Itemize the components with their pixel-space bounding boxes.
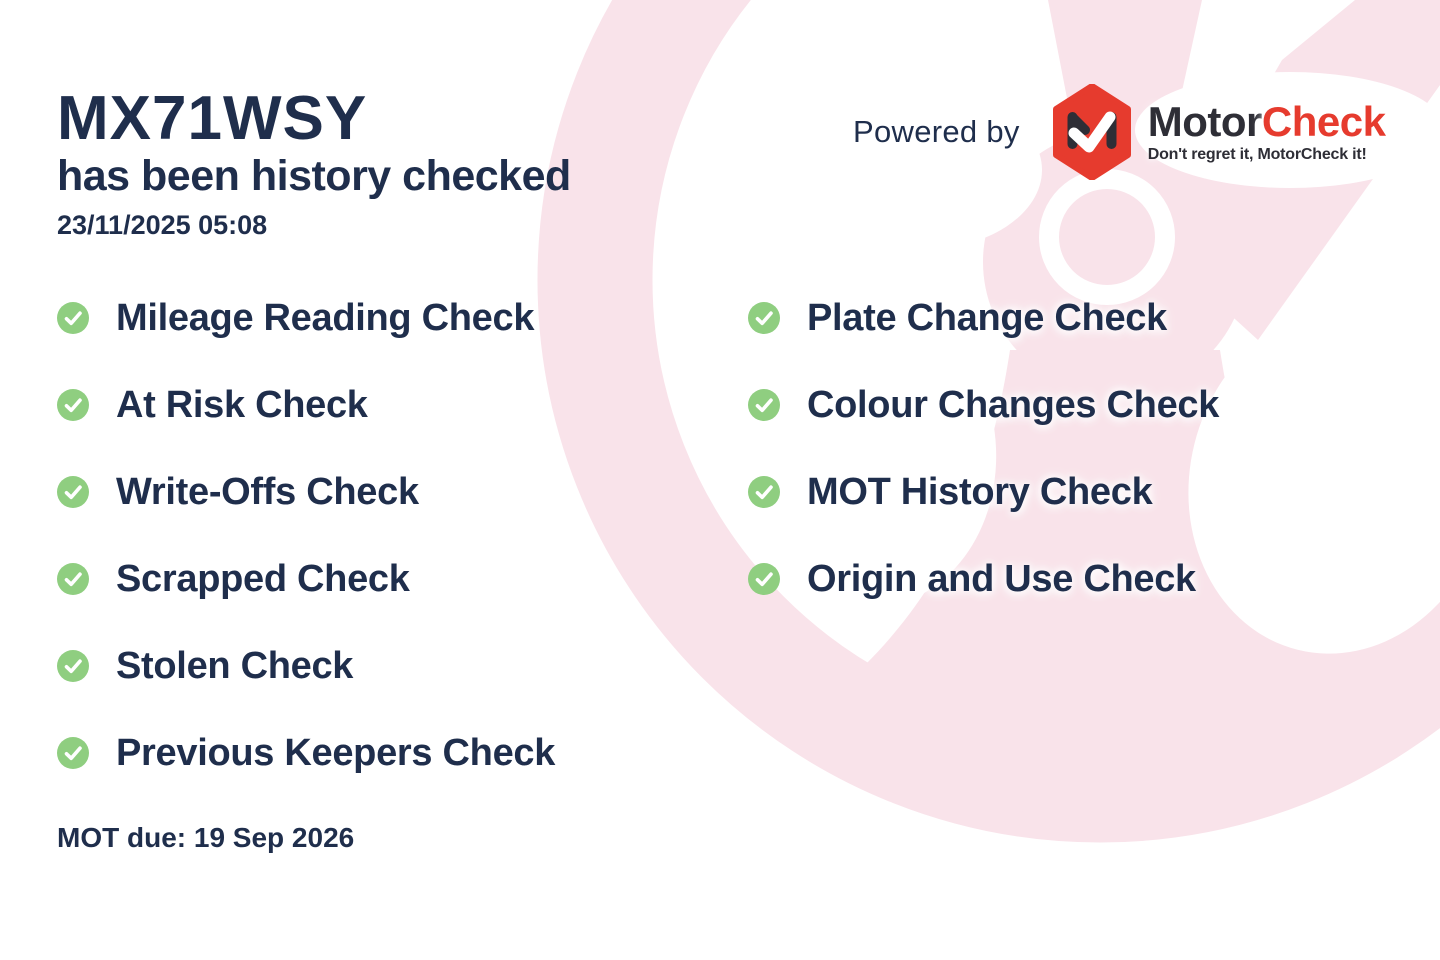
check-row: Plate Change Check bbox=[748, 296, 1219, 340]
brand-name: MotorCheck bbox=[1147, 97, 1386, 145]
powered-by-label: Powered by bbox=[853, 114, 1020, 149]
registration-plate: MX71WSY bbox=[57, 84, 368, 153]
header: MX71WSY has been history checked 23/11/2… bbox=[57, 86, 571, 241]
check-label: Colour Changes Check bbox=[807, 383, 1220, 426]
brand-name-motor: Motor bbox=[1147, 97, 1263, 145]
brand-tagline: Don't regret it, MotorCheck it! bbox=[1147, 145, 1367, 163]
check-label: Stolen Check bbox=[116, 644, 354, 687]
check-circle-icon bbox=[748, 389, 780, 421]
checks-column-left: Mileage Reading Check At Risk Check Writ… bbox=[57, 296, 555, 818]
check-circle-icon bbox=[748, 302, 780, 334]
check-label: Scrapped Check bbox=[116, 557, 410, 600]
check-circle-icon bbox=[57, 563, 89, 595]
brand-name-check: Check bbox=[1261, 97, 1386, 145]
check-row: Previous Keepers Check bbox=[57, 731, 555, 775]
check-label: Previous Keepers Check bbox=[116, 731, 556, 774]
page-title: has been history checked bbox=[57, 152, 571, 201]
check-row: Write-Offs Check bbox=[57, 470, 555, 514]
check-row: MOT History Check bbox=[748, 470, 1219, 514]
check-label: Mileage Reading Check bbox=[116, 296, 535, 339]
check-circle-icon bbox=[57, 650, 89, 682]
check-row: Stolen Check bbox=[57, 644, 555, 688]
checks-column-right: Plate Change Check Colour Changes Check … bbox=[748, 296, 1219, 644]
check-label: Origin and Use Check bbox=[807, 557, 1196, 600]
check-row: Colour Changes Check bbox=[748, 383, 1219, 427]
motorcheck-logo-icon bbox=[1052, 84, 1131, 180]
check-label: MOT History Check bbox=[807, 470, 1153, 513]
check-row: Origin and Use Check bbox=[748, 557, 1219, 601]
check-label: Write-Offs Check bbox=[116, 470, 419, 513]
brand-text: MotorCheck Don't regret it, MotorCheck i… bbox=[1147, 97, 1386, 164]
check-label: At Risk Check bbox=[116, 383, 368, 426]
check-circle-icon bbox=[748, 476, 780, 508]
check-circle-icon bbox=[57, 737, 89, 769]
check-circle-icon bbox=[57, 302, 89, 334]
check-label: Plate Change Check bbox=[807, 296, 1167, 339]
check-circle-icon bbox=[748, 563, 780, 595]
branding: Powered by MotorCheck Don't regret it, M… bbox=[853, 84, 1386, 180]
check-circle-icon bbox=[57, 389, 89, 421]
check-circle-icon bbox=[57, 476, 89, 508]
check-row: Scrapped Check bbox=[57, 557, 555, 601]
mot-due-label: MOT due: 19 Sep 2026 bbox=[57, 822, 355, 853]
check-row: Mileage Reading Check bbox=[57, 296, 555, 340]
check-timestamp: 23/11/2025 05:08 bbox=[57, 210, 268, 241]
check-row: At Risk Check bbox=[57, 383, 555, 427]
